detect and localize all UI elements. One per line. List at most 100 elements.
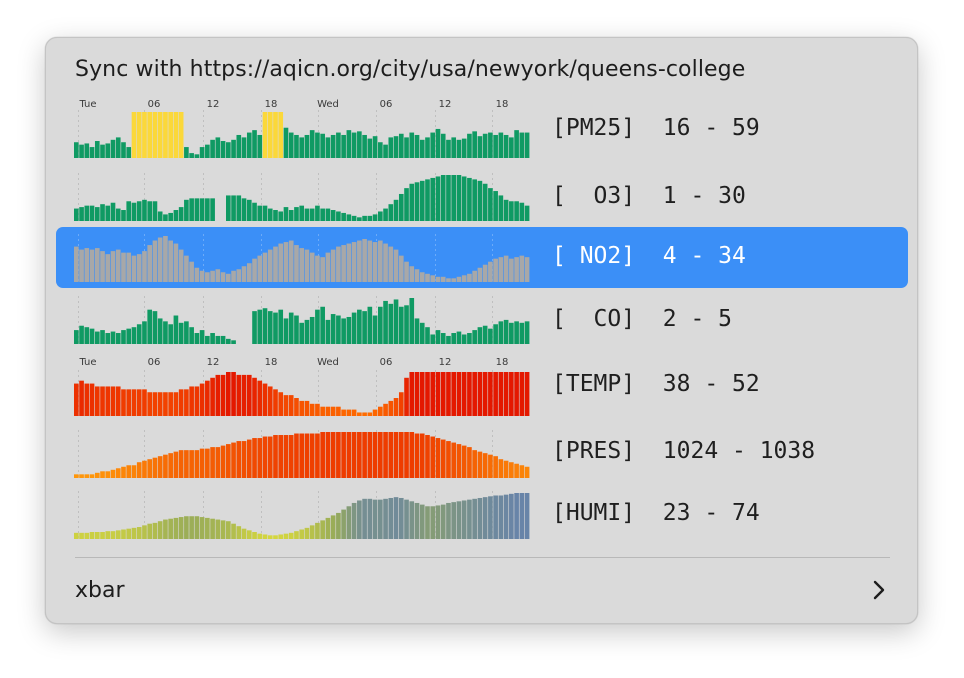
bar bbox=[383, 300, 388, 344]
bar bbox=[246, 530, 252, 539]
bar bbox=[215, 137, 221, 158]
bar bbox=[178, 389, 184, 416]
bar bbox=[456, 331, 462, 344]
bar bbox=[477, 497, 483, 539]
bar bbox=[121, 389, 126, 416]
bar bbox=[210, 333, 215, 344]
bar bbox=[163, 214, 168, 221]
bar bbox=[430, 372, 436, 416]
bar bbox=[372, 242, 378, 282]
bar bbox=[294, 531, 299, 539]
bar bbox=[315, 433, 320, 478]
bar bbox=[398, 255, 404, 282]
bar bbox=[163, 321, 168, 344]
bar bbox=[378, 432, 383, 478]
bar bbox=[524, 321, 530, 344]
bar bbox=[493, 258, 498, 282]
no2-row[interactable]: [ NO2] 4 - 34 bbox=[56, 227, 908, 288]
bar bbox=[320, 406, 325, 416]
bar bbox=[121, 142, 126, 158]
bar bbox=[299, 322, 305, 344]
bar bbox=[320, 133, 325, 158]
bar bbox=[142, 460, 147, 478]
bar bbox=[205, 448, 210, 478]
bar bbox=[163, 236, 168, 282]
bar bbox=[372, 136, 378, 158]
axis-tick-4: Wed bbox=[317, 99, 339, 110]
bar bbox=[215, 269, 221, 282]
bar bbox=[315, 255, 320, 282]
bar bbox=[419, 180, 425, 221]
bar bbox=[142, 525, 147, 539]
bar bbox=[336, 246, 341, 282]
bar bbox=[503, 134, 509, 158]
bar bbox=[393, 199, 399, 221]
pres-row[interactable]: [PRES] 1024 - 1038 bbox=[56, 428, 908, 480]
bar bbox=[100, 532, 105, 539]
bar bbox=[131, 527, 137, 539]
bar bbox=[84, 532, 90, 539]
xbar-submenu-item[interactable]: xbar bbox=[56, 570, 908, 610]
bar bbox=[498, 195, 504, 221]
bar bbox=[89, 474, 95, 478]
bar bbox=[388, 400, 394, 416]
bar bbox=[430, 506, 436, 539]
bar bbox=[273, 210, 278, 221]
bar bbox=[367, 138, 373, 158]
bar bbox=[267, 249, 273, 282]
bar bbox=[493, 456, 498, 478]
co-row[interactable]: [ CO] 2 - 5 bbox=[56, 294, 908, 348]
sync-source-item[interactable]: Sync with https://aqicn.org/city/usa/new… bbox=[75, 57, 746, 82]
bar bbox=[210, 139, 215, 158]
bar bbox=[288, 312, 294, 344]
bar bbox=[341, 245, 346, 282]
bar bbox=[152, 201, 158, 221]
chevron-right-icon bbox=[873, 580, 885, 600]
bar bbox=[320, 208, 325, 221]
bar bbox=[246, 199, 252, 221]
bar bbox=[309, 525, 315, 539]
bar bbox=[493, 191, 498, 221]
bar bbox=[220, 374, 226, 416]
bar bbox=[231, 372, 236, 416]
bar bbox=[173, 210, 179, 221]
bar bbox=[267, 208, 273, 221]
o3-row[interactable]: [ O3] 1 - 30 bbox=[56, 170, 908, 224]
bar bbox=[74, 142, 79, 158]
bar bbox=[89, 532, 95, 539]
bar bbox=[105, 143, 111, 158]
bar bbox=[142, 389, 147, 416]
bar bbox=[524, 493, 530, 539]
bar bbox=[194, 333, 200, 344]
bar bbox=[482, 183, 488, 221]
bar bbox=[210, 198, 215, 221]
bar bbox=[236, 526, 242, 539]
bar bbox=[477, 136, 483, 158]
bar bbox=[514, 493, 519, 539]
bar bbox=[325, 137, 331, 158]
bar bbox=[89, 328, 95, 344]
bar bbox=[262, 436, 268, 478]
bar bbox=[252, 130, 257, 158]
bar bbox=[362, 311, 367, 344]
bar bbox=[173, 243, 179, 282]
bar bbox=[236, 269, 242, 282]
bar bbox=[430, 436, 436, 478]
axis-tick-5: 06 bbox=[380, 99, 393, 110]
humi-row[interactable]: [HUMI] 23 - 74 bbox=[56, 489, 908, 541]
bar bbox=[315, 522, 320, 539]
pm25-row[interactable]: [PM25] 16 - 59 bbox=[56, 108, 908, 162]
bar bbox=[189, 386, 194, 416]
bar bbox=[241, 137, 247, 158]
bar bbox=[252, 532, 257, 539]
bar bbox=[336, 512, 341, 539]
bar bbox=[372, 315, 378, 344]
bar bbox=[283, 435, 289, 478]
bar bbox=[398, 432, 404, 478]
bar bbox=[110, 331, 116, 344]
bar bbox=[435, 176, 441, 221]
bar bbox=[184, 147, 189, 158]
bar bbox=[157, 318, 163, 344]
temp-row[interactable]: [TEMP] 38 - 52 bbox=[56, 368, 908, 418]
bar bbox=[320, 520, 325, 539]
